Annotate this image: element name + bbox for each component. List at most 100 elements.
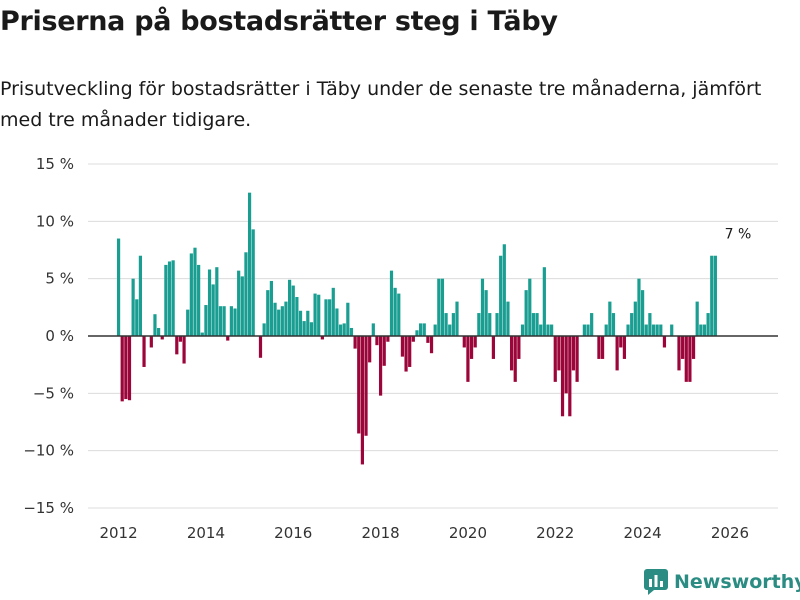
bar (637, 278, 641, 336)
bar (702, 324, 707, 336)
bar (662, 336, 667, 348)
bar (542, 267, 546, 336)
bar (560, 336, 565, 417)
chart-subtitle: Prisutveckling för bostadsrätter i Täby … (0, 78, 762, 131)
bar (455, 301, 459, 336)
bar (149, 336, 153, 348)
bar (681, 336, 685, 359)
bar (429, 336, 434, 354)
bar (178, 336, 183, 342)
bar (611, 313, 616, 336)
bar (691, 336, 696, 359)
bar (608, 301, 612, 336)
y-tick-label: 5 % (45, 270, 74, 288)
bar (433, 324, 437, 336)
bar (335, 308, 339, 336)
bar (284, 301, 288, 336)
bar (298, 310, 303, 336)
bar (368, 336, 372, 363)
bar (328, 299, 332, 336)
bar (688, 336, 692, 382)
bar (138, 255, 143, 336)
y-tick-label: 0 % (45, 327, 74, 345)
y-tick-label: 10 % (36, 212, 74, 230)
bar (448, 324, 452, 336)
bar (240, 276, 244, 336)
bar (586, 324, 590, 336)
x-tick-label: 2012 (99, 524, 137, 542)
bar (506, 301, 510, 336)
chart-title: Priserna på bostadsrätter steg i Täby (0, 6, 558, 37)
bar (633, 301, 637, 336)
bar (622, 336, 627, 359)
bar (484, 290, 488, 336)
bar (266, 290, 270, 336)
bar (291, 285, 295, 336)
bar (182, 336, 186, 364)
bar (539, 324, 543, 336)
bar (630, 313, 634, 336)
bar (524, 290, 528, 336)
y-tick-label: 15 % (36, 155, 74, 173)
bar (659, 324, 663, 336)
bar (393, 287, 397, 336)
bar (604, 324, 608, 336)
bar (648, 313, 652, 336)
x-tick-label: 2022 (536, 524, 574, 542)
newsworthy-logo-icon (644, 569, 668, 595)
bar (491, 336, 495, 359)
bar (553, 336, 557, 382)
bar (280, 306, 284, 336)
bar (466, 336, 470, 382)
x-tick-label: 2026 (711, 524, 749, 542)
y-tick-label: −5 % (33, 384, 74, 402)
bar (517, 336, 521, 359)
bar (419, 323, 423, 336)
bar (706, 313, 710, 336)
bar (619, 336, 623, 348)
bar (317, 294, 321, 336)
bar (251, 229, 255, 336)
bar (684, 336, 688, 382)
bar (233, 308, 237, 336)
bar (360, 336, 364, 465)
bar (386, 336, 390, 342)
bar (357, 336, 361, 434)
bar (473, 336, 477, 348)
bar (597, 336, 601, 359)
bar (331, 287, 335, 336)
bar (535, 313, 539, 336)
x-tick-label: 2016 (274, 524, 312, 542)
bar (277, 309, 281, 336)
bar (590, 313, 594, 336)
bar (222, 306, 226, 336)
bar (397, 293, 401, 336)
bar (171, 260, 175, 336)
bar (600, 336, 605, 359)
bar (426, 336, 430, 343)
bar (371, 323, 375, 336)
bar (164, 264, 168, 336)
bar (651, 324, 656, 336)
bar (269, 280, 274, 336)
bar (546, 324, 550, 336)
bar (400, 336, 405, 357)
bar (640, 290, 645, 336)
bar (131, 278, 135, 336)
bar (422, 323, 426, 336)
bar (211, 284, 215, 336)
x-tick-label: 2014 (187, 524, 225, 542)
bar (207, 269, 212, 336)
x-tick-label: 2024 (624, 524, 662, 542)
brand-logo[interactable]: Newsworthy (644, 566, 800, 598)
bar (324, 299, 328, 336)
bar (411, 336, 415, 342)
bar (302, 321, 306, 336)
bar (451, 313, 455, 336)
bar (531, 313, 536, 336)
bar (258, 336, 263, 358)
bar (142, 336, 146, 367)
bar (509, 336, 514, 371)
y-tick-label: −10 % (23, 442, 74, 460)
bar (710, 255, 714, 336)
